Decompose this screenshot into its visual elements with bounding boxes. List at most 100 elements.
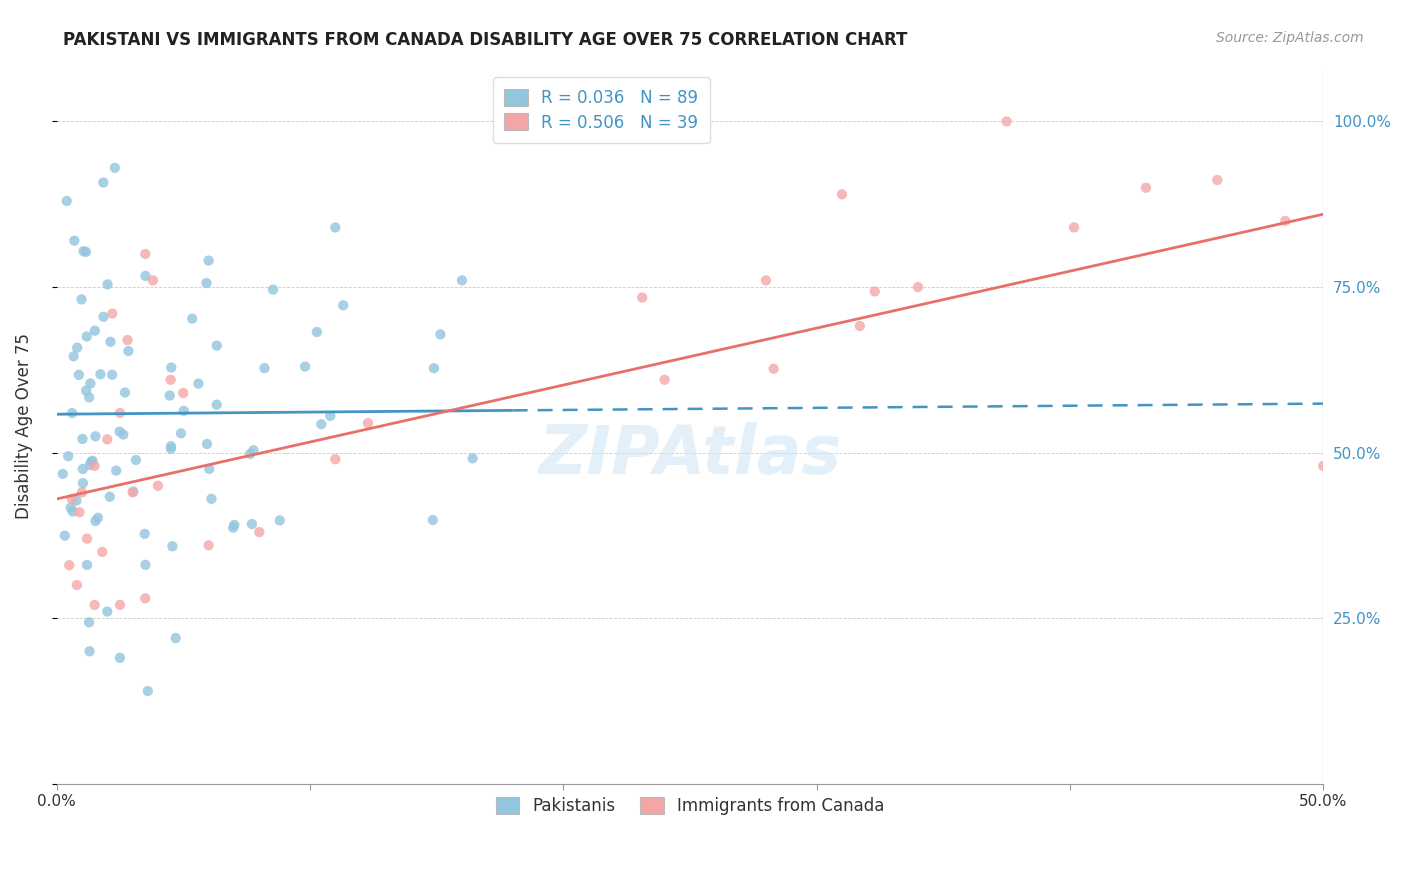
Point: [62, 504, 84, 518]
Point: [84, 429, 107, 443]
Point: [67, 505, 90, 519]
Point: [323, 452, 346, 467]
Point: [101, 368, 124, 382]
Point: [849, 318, 872, 333]
Point: [70, 293, 93, 307]
Point: [72, 244, 94, 259]
Point: [134, 591, 156, 606]
Point: [83, 598, 105, 612]
Point: [93, 176, 115, 190]
Point: [108, 425, 131, 439]
Point: [654, 373, 676, 387]
Point: [198, 462, 221, 476]
Point: [422, 513, 444, 527]
Point: [224, 517, 246, 532]
Point: [91, 545, 114, 559]
Point: [65, 493, 87, 508]
Point: [831, 187, 853, 202]
Point: [108, 651, 131, 665]
Point: [108, 598, 131, 612]
Point: [423, 361, 446, 376]
Point: [239, 447, 262, 461]
Point: [1206, 173, 1229, 187]
Point: [72, 476, 94, 491]
Point: [60, 491, 83, 506]
Point: [134, 526, 156, 541]
Point: [762, 361, 785, 376]
Point: [112, 427, 135, 442]
Point: [58, 558, 80, 573]
Point: [170, 426, 193, 441]
Text: ZIPAtlas: ZIPAtlas: [538, 422, 842, 488]
Point: [197, 538, 219, 552]
Point: [146, 479, 169, 493]
Point: [70, 485, 93, 500]
Point: [79, 376, 101, 391]
Point: [181, 311, 204, 326]
Point: [1274, 214, 1296, 228]
Point: [84, 514, 107, 528]
Text: PAKISTANI VS IMMIGRANTS FROM CANADA DISABILITY AGE OVER 75 CORRELATION CHART: PAKISTANI VS IMMIGRANTS FROM CANADA DISA…: [63, 31, 908, 49]
Point: [159, 373, 181, 387]
Point: [332, 298, 354, 312]
Point: [995, 114, 1018, 128]
Point: [79, 644, 101, 658]
Point: [165, 631, 187, 645]
Point: [187, 376, 209, 391]
Point: [121, 485, 143, 500]
Point: [242, 443, 264, 458]
Point: [101, 307, 124, 321]
Point: [172, 386, 194, 401]
Legend: Pakistanis, Immigrants from Canada: Pakistanis, Immigrants from Canada: [485, 788, 894, 825]
Point: [77, 390, 100, 404]
Point: [323, 220, 346, 235]
Point: [134, 247, 156, 261]
Point: [1063, 220, 1085, 235]
Point: [134, 558, 156, 572]
Point: [125, 453, 148, 467]
Point: [907, 280, 929, 294]
Point: [75, 384, 97, 398]
Point: [173, 404, 195, 418]
Point: [136, 684, 159, 698]
Point: [98, 490, 121, 504]
Point: [82, 454, 104, 468]
Text: Source: ZipAtlas.com: Source: ZipAtlas.com: [1216, 31, 1364, 45]
Point: [205, 338, 228, 352]
Point: [76, 532, 98, 546]
Point: [100, 334, 122, 349]
Point: [122, 484, 145, 499]
Point: [114, 385, 136, 400]
Point: [89, 368, 111, 382]
Point: [53, 529, 76, 543]
Point: [83, 324, 105, 338]
Point: [76, 558, 98, 572]
Point: [108, 406, 131, 420]
Point: [253, 361, 276, 376]
Point: [142, 273, 165, 287]
Point: [79, 458, 101, 472]
Point: [55, 194, 77, 208]
Point: [72, 462, 94, 476]
Point: [755, 273, 778, 287]
Point: [96, 277, 118, 292]
Point: [159, 388, 181, 402]
Point: [117, 333, 139, 347]
Point: [269, 513, 291, 527]
Point: [461, 451, 484, 466]
Point: [134, 268, 156, 283]
Point: [76, 329, 98, 343]
Point: [247, 525, 270, 540]
Point: [197, 253, 219, 268]
Point: [240, 517, 263, 532]
Point: [75, 244, 97, 259]
Point: [72, 432, 94, 446]
Point: [62, 349, 84, 363]
Point: [262, 283, 284, 297]
Point: [1135, 180, 1157, 194]
Point: [66, 341, 89, 355]
Point: [1312, 458, 1334, 473]
Point: [96, 433, 118, 447]
Point: [66, 578, 89, 592]
Y-axis label: Disability Age Over 75: Disability Age Over 75: [15, 333, 32, 519]
